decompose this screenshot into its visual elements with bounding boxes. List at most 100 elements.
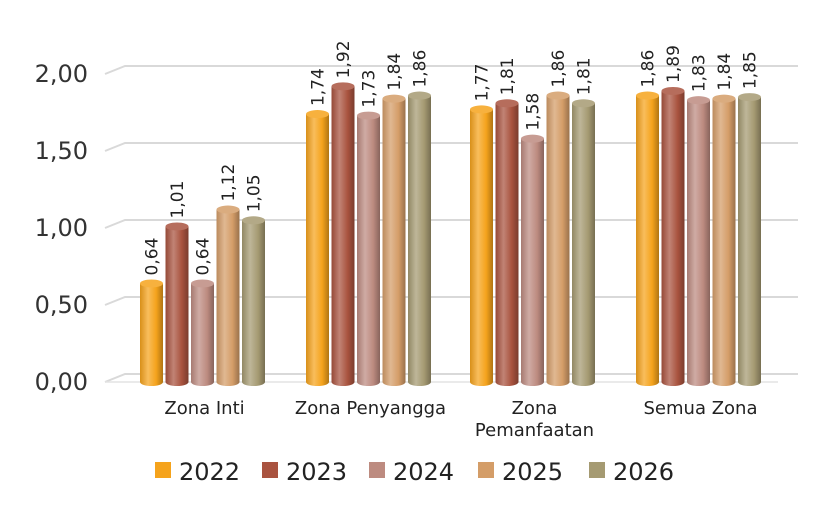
data-label: 1,83 — [690, 54, 710, 92]
bars — [140, 82, 761, 387]
bar-top — [546, 91, 570, 100]
bar — [661, 86, 685, 386]
legend-label: 2024 — [393, 458, 454, 486]
bar-top — [572, 99, 595, 108]
data-label: 1,84 — [385, 53, 405, 91]
legend-item: 2023 — [262, 458, 347, 486]
bar-body — [331, 86, 355, 386]
legend-swatch — [262, 462, 278, 478]
bar-top — [470, 105, 493, 114]
bar — [382, 94, 406, 386]
bar-body — [140, 283, 163, 386]
y-tick-label: 0,00 — [35, 368, 88, 396]
legend-item: 2022 — [155, 458, 240, 486]
data-label: 1,73 — [360, 70, 380, 108]
legend-swatch — [155, 462, 171, 478]
legend-label: 2022 — [179, 458, 240, 486]
data-label: 1,05 — [245, 174, 265, 212]
bar-body — [191, 283, 214, 386]
bar-body — [382, 98, 406, 386]
bar — [687, 96, 710, 387]
data-label: 1,86 — [549, 50, 569, 88]
bar-body — [470, 109, 493, 387]
legend-label: 2023 — [286, 458, 347, 486]
data-label: 1,85 — [741, 51, 761, 89]
bar-body — [636, 95, 659, 386]
y-tick-label: 0,50 — [35, 291, 88, 319]
data-label: 1,77 — [473, 64, 493, 102]
bar-top — [382, 94, 406, 103]
bar-body — [661, 90, 685, 386]
bar — [738, 93, 761, 386]
data-labels: 0,641,010,641,12 1,051,741,921,73 1,84 1,86… — [143, 40, 761, 275]
bar — [306, 110, 329, 386]
x-category-label: Semua Zona — [644, 398, 758, 419]
data-label: 0,64 — [194, 238, 214, 276]
legend-item: 2025 — [478, 458, 563, 486]
y-axis: 0,00 0,50 1,00 1,50 2,00 — [35, 60, 88, 396]
bar — [408, 91, 431, 386]
bar-body — [738, 97, 761, 386]
bar-top — [140, 279, 163, 288]
bar-top — [216, 205, 240, 214]
bar-top — [165, 222, 189, 231]
x-category-label: Pemanfaatan — [475, 420, 594, 441]
bar-body — [712, 98, 736, 386]
bar-top — [306, 110, 329, 119]
data-label: 1,84 — [715, 53, 735, 91]
bar — [216, 205, 240, 386]
bar-top — [495, 99, 519, 108]
legend-swatch — [589, 462, 605, 478]
x-category-label: Zona — [512, 398, 558, 419]
legend-label: 2026 — [613, 458, 674, 486]
y-tick-label: 1,50 — [35, 137, 88, 165]
bar-body — [495, 103, 519, 386]
bar-top — [636, 91, 659, 100]
bar-body — [572, 103, 595, 386]
bar-body — [306, 114, 329, 386]
bar-body — [546, 95, 570, 386]
bar — [191, 279, 214, 386]
data-label: 1,86 — [411, 50, 431, 88]
x-category-label: Zona Inti — [164, 398, 244, 419]
data-label: 1,86 — [639, 50, 659, 88]
bar-top — [242, 216, 265, 225]
y-tick-label: 1,00 — [35, 214, 88, 242]
bar-body — [408, 95, 431, 386]
data-label: 0,64 — [143, 238, 163, 276]
data-label: 1,81 — [575, 57, 595, 95]
legend-item: 2024 — [369, 458, 454, 486]
bar-top — [661, 86, 685, 95]
bar — [546, 91, 570, 386]
gridline — [104, 65, 798, 75]
bar-top — [408, 91, 431, 100]
data-label: 1,92 — [334, 40, 354, 78]
bar — [242, 216, 265, 386]
data-label: 1,01 — [168, 181, 188, 219]
bar — [470, 105, 493, 387]
bar-body — [216, 209, 240, 386]
bar-top — [521, 134, 544, 143]
data-label: 1,58 — [524, 93, 544, 131]
bar — [165, 222, 189, 386]
data-label: 1,81 — [498, 57, 518, 95]
data-label: 1,12 — [219, 164, 239, 202]
bar — [521, 134, 544, 386]
bar-body — [521, 138, 544, 386]
data-label: 1,74 — [309, 68, 329, 106]
bar-top — [712, 94, 736, 103]
bar-body — [165, 226, 189, 386]
bar — [495, 99, 519, 386]
legend: 2022 2023 2024 2025 2026 — [155, 458, 674, 486]
data-label: 1,89 — [664, 45, 684, 83]
bar — [140, 279, 163, 386]
y-tick-label: 2,00 — [35, 60, 88, 88]
bar-body — [687, 100, 710, 387]
legend-label: 2025 — [502, 458, 563, 486]
bar-body — [357, 115, 380, 386]
bar — [636, 91, 659, 386]
bar-top — [357, 111, 380, 120]
bar — [331, 82, 355, 386]
